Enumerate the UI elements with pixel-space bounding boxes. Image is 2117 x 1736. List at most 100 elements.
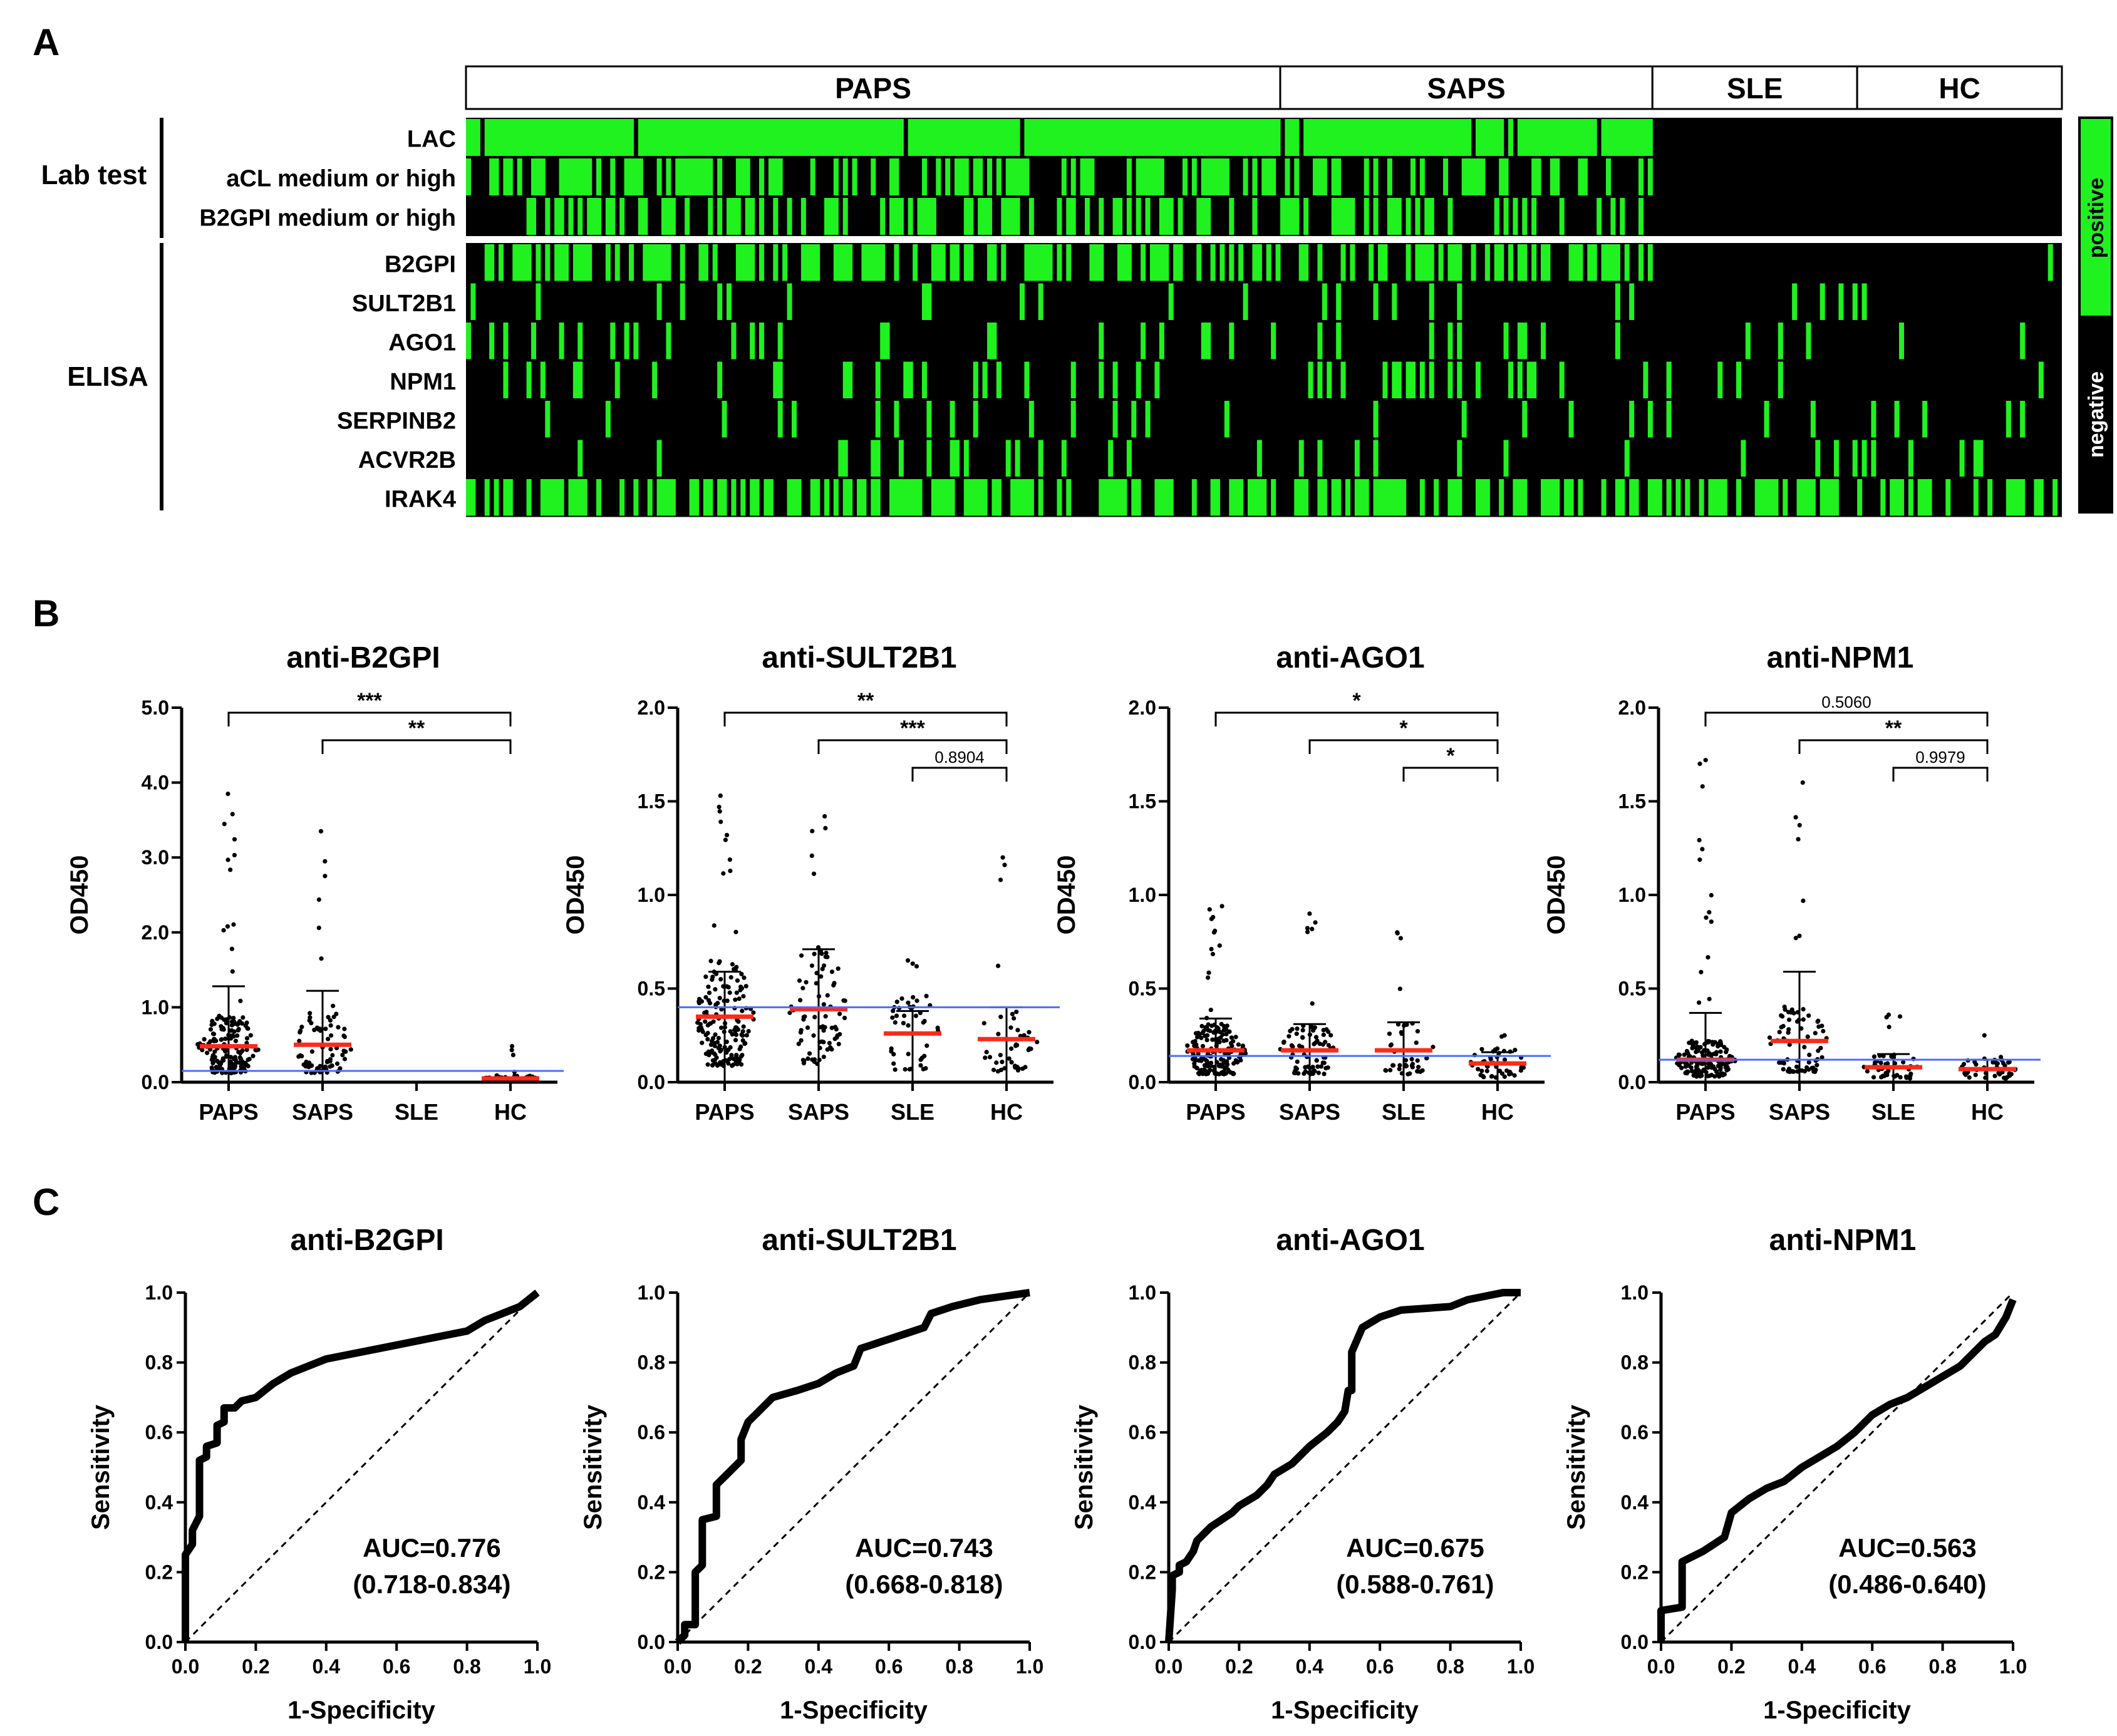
heatmap-cell-positive	[1061, 440, 1067, 477]
heatmap-cell-positive	[633, 323, 639, 359]
heatmap-cell-positive	[1219, 244, 1225, 281]
heatmap-cell-positive	[973, 479, 978, 516]
row-label: AGO1	[388, 329, 456, 356]
heatmap-cell-positive	[871, 119, 876, 156]
data-point	[1886, 1068, 1891, 1073]
data-point	[1687, 1054, 1692, 1059]
heatmap-cell-positive	[2020, 323, 2026, 359]
y-tick-label: 1.0	[145, 1281, 173, 1304]
data-point	[738, 1054, 744, 1059]
heatmap-cell-positive	[991, 479, 997, 516]
heatmap-cell-positive	[1112, 361, 1118, 398]
legend-negative-label: negative	[2084, 371, 2108, 458]
data-point	[326, 1036, 331, 1041]
heatmap-cell-positive	[1136, 119, 1141, 156]
data-point	[2009, 1072, 2014, 1077]
heatmap-cell-positive	[1336, 198, 1342, 235]
data-point	[1403, 1058, 1409, 1063]
data-point	[221, 927, 226, 933]
heatmap-cell-positive	[1396, 479, 1402, 516]
heatmap-cell-positive	[1141, 158, 1146, 195]
data-point	[713, 1002, 718, 1007]
data-point	[1291, 1070, 1297, 1075]
heatmap-cell-positive	[1191, 119, 1197, 156]
heatmap-cell-positive	[1191, 158, 1197, 195]
heatmap-cell-positive	[572, 119, 578, 156]
heatmap-cell-positive	[1070, 119, 1076, 156]
heatmap-cell-positive	[1066, 244, 1072, 281]
heatmap-cell-positive	[1829, 479, 1835, 516]
heatmap-cell-positive	[833, 479, 839, 516]
data-point	[697, 996, 702, 1001]
roc-curve	[1657, 1298, 2017, 1642]
data-point	[1203, 1068, 1208, 1073]
heatmap-cell-positive	[1340, 361, 1346, 398]
data-point	[713, 1032, 718, 1037]
data-point	[224, 1021, 229, 1026]
heatmap-cell-positive	[526, 244, 532, 281]
heatmap-cell-positive	[694, 119, 700, 156]
heatmap-cell-positive	[842, 244, 848, 281]
data-point	[1198, 1068, 1203, 1073]
data-point	[241, 1015, 246, 1020]
heatmap-cell-positive	[545, 244, 551, 281]
lab-section-label: Lab test	[41, 160, 147, 190]
heatmap-cell-positive	[1196, 244, 1202, 281]
heatmap-cell-positive	[1796, 479, 1802, 516]
data-point	[1229, 1035, 1234, 1040]
data-point	[1404, 1022, 1409, 1027]
heatmap-cell-positive	[489, 323, 495, 359]
heatmap-cell-positive	[652, 361, 658, 398]
data-point	[727, 857, 732, 862]
heatmap-cell-positive	[1154, 119, 1160, 156]
heatmap-cell-positive	[1647, 479, 1653, 516]
data-point	[981, 1021, 986, 1026]
data-point	[901, 1021, 906, 1026]
heatmap-cell-positive	[1159, 323, 1164, 359]
y-tick-label: 2.0	[638, 696, 665, 719]
heatmap-cell-positive	[1503, 323, 1509, 359]
heatmap-cell-positive	[1336, 119, 1342, 156]
heatmap-cell-positive	[1210, 479, 1216, 516]
heatmap-cell-positive	[1503, 158, 1509, 195]
y-tick-label: 1.0	[142, 996, 169, 1018]
heatmap-cell-positive	[1447, 119, 1453, 156]
data-point	[314, 1066, 320, 1071]
heatmap-cell-positive	[1303, 479, 1309, 516]
data-point	[323, 859, 328, 864]
heatmap-cell-positive	[884, 323, 890, 359]
heatmap-cell-positive	[1499, 119, 1504, 156]
heatmap-cell-positive	[824, 198, 830, 235]
data-point	[1008, 1025, 1013, 1030]
heatmap-cell-positive	[1271, 479, 1276, 516]
heatmap-cell-positive	[833, 244, 839, 281]
heatmap-cell-positive	[475, 119, 480, 156]
heatmap-cell-positive	[666, 244, 671, 281]
data-point	[328, 1046, 333, 1051]
heatmap-cell-positive	[875, 361, 881, 398]
heatmap-cell-positive	[1256, 119, 1262, 156]
data-point	[1289, 1043, 1294, 1048]
heatmap-cell-positive	[1708, 479, 1714, 516]
data-point	[326, 1015, 331, 1020]
data-point	[1416, 1065, 1421, 1070]
data-point	[728, 974, 733, 980]
heatmap-cell-positive	[549, 119, 555, 156]
data-point	[1807, 1052, 1812, 1057]
category-label: PAPS	[695, 1099, 754, 1125]
heatmap-cell-positive	[577, 440, 583, 477]
y-tick-label: 1.5	[1618, 790, 1646, 813]
heatmap-cell-positive	[503, 323, 509, 359]
data-point	[703, 1019, 708, 1024]
heatmap-cell-positive	[1206, 158, 1211, 195]
heatmap-cell-positive	[1517, 244, 1523, 281]
heatmap-cell-positive	[559, 119, 564, 156]
heatmap-cell-positive	[1112, 198, 1118, 235]
data-point	[914, 998, 919, 1003]
heatmap-cell-positive	[1894, 479, 1900, 516]
heatmap-cell-positive	[996, 361, 1002, 398]
heatmap-cell-positive	[536, 158, 541, 195]
data-point	[718, 793, 723, 798]
heatmap-cell-positive	[735, 119, 741, 156]
heatmap-cell-positive	[1429, 283, 1434, 320]
